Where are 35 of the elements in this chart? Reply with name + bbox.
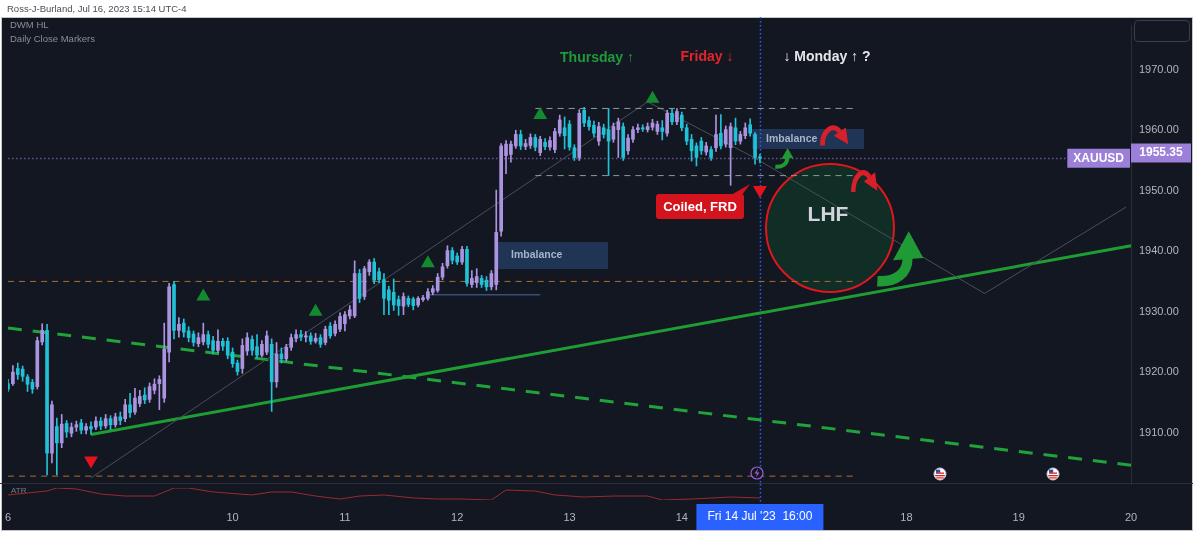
point [308,303,323,316]
x-tick-label: 20 [1124,510,1138,523]
y-tick-label: 1960.00 [1139,123,1179,136]
annotation: Imbalance [766,131,818,144]
x-tick-label: 12 [451,510,464,523]
x-tick-label: 14 [675,510,688,523]
x-tick-label: 13 [563,510,576,523]
y-tick-label: 1940.00 [1139,244,1179,257]
chart-title: ATR [11,486,27,496]
annotation: DWM HL [10,18,49,30]
y-tick-label: 1970.00 [1139,62,1179,75]
point [196,288,211,301]
annotation: Daily Close Markers [10,32,96,44]
x-tick-label: 18 [900,510,913,523]
annotation: Thursday ↑ [560,48,634,65]
annotation: Coiled, FRD [663,199,737,215]
x-tick-label: Fri 14 Jul '23 16:00 [707,509,813,524]
x-tick-label: 6 [4,510,12,523]
text: Ross-J-Burland, Jul 16, 2023 15:14 UTC-4 [7,2,187,15]
annotation: LHF [807,201,849,225]
y-tick-label: 1930.00 [1139,304,1179,317]
text: 1955.35 [1139,145,1184,160]
annotation: ↓ Monday ↑ ? [783,47,871,64]
ref-line-label: XAUUSD [1073,150,1125,165]
x-tick-label: 11 [339,510,351,523]
point [533,107,548,120]
y-tick-label: 1920.00 [1139,365,1179,378]
annotation: Friday ↓ [680,47,734,64]
y-tick-label: 1950.00 [1139,183,1179,196]
point [645,90,660,103]
x-tick-label: 19 [1012,510,1025,523]
point [420,255,435,268]
x-tick-label: 10 [226,510,239,523]
annotation: Imbalance [511,248,563,261]
y-tick-label: 1910.00 [1139,425,1179,438]
